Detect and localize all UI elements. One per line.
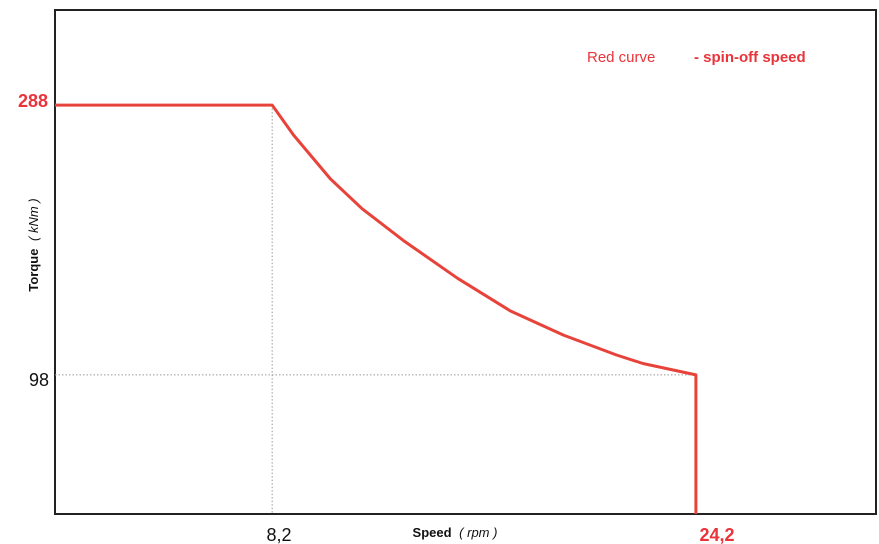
y-axis-label: Torque bbox=[26, 249, 41, 292]
x-axis-title: Speed ( rpm ) bbox=[413, 525, 498, 540]
x-axis-label: Speed bbox=[413, 525, 452, 540]
legend-label: Red curve bbox=[587, 49, 655, 66]
x-axis-unit: ( rpm ) bbox=[459, 525, 497, 540]
y-tick-288: 288 bbox=[18, 91, 48, 111]
x-tick-24-2: 24,2 bbox=[699, 525, 734, 544]
series-layer bbox=[55, 103, 698, 514]
y-axis-title: Torque ( kNm ) bbox=[26, 198, 41, 291]
legend-description: - spin-off speed bbox=[694, 49, 806, 66]
y-axis-unit: ( kNm ) bbox=[26, 198, 41, 241]
plot-frame bbox=[54, 9, 877, 515]
series-line-spin-off-speed bbox=[55, 103, 698, 514]
x-tick-8-2: 8,2 bbox=[266, 525, 291, 544]
y-tick-98: 98 bbox=[29, 370, 49, 390]
reference-lines bbox=[55, 105, 696, 514]
